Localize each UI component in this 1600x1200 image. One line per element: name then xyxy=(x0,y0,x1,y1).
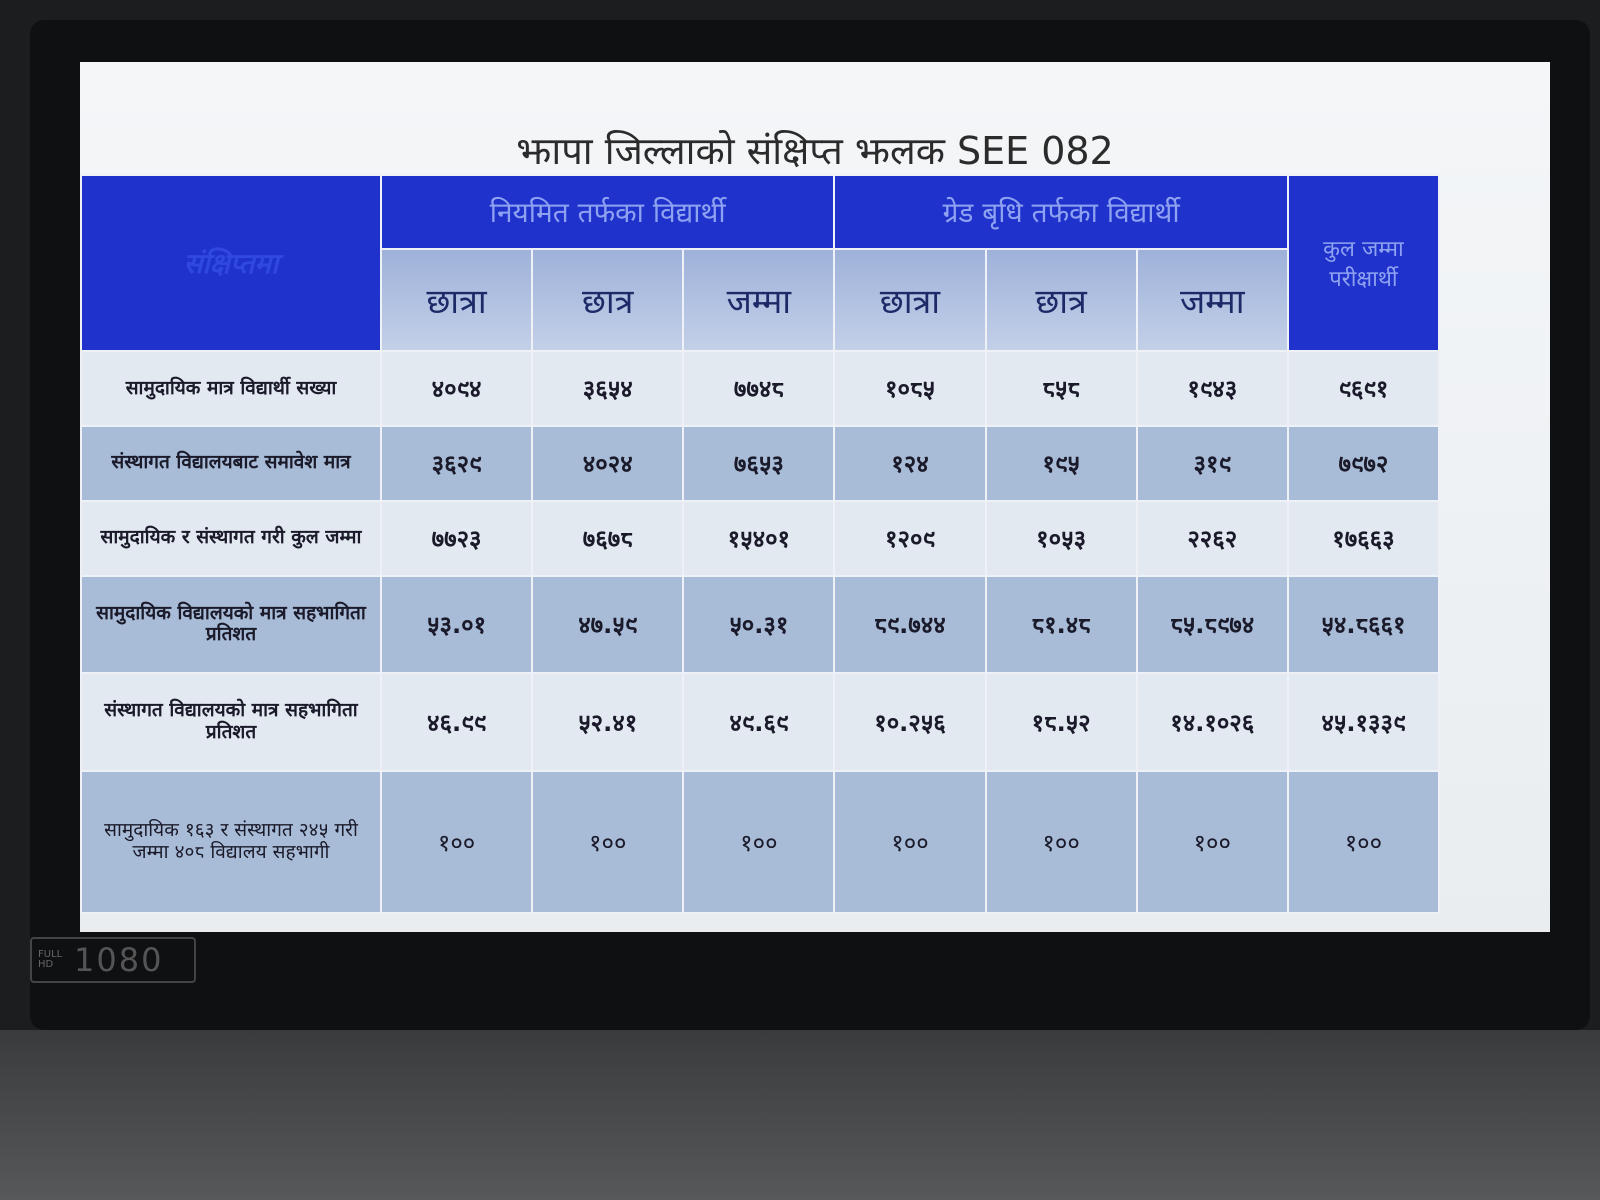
cell: १५४०१ xyxy=(682,499,836,577)
cell: ५३.०१ xyxy=(379,574,534,675)
subheader-row: छात्रा छात्र जम्मा छात्रा छात्र जम्मा xyxy=(81,248,1439,352)
cell: ७७२३ xyxy=(379,499,534,577)
cell: १२०९ xyxy=(833,499,987,577)
cell: ४०९४ xyxy=(379,350,534,427)
row-label: सामुदायिक १६३ र संस्थागत २४५ गरी जम्मा ४… xyxy=(80,770,382,914)
group-header: नियमित तर्फका विद्यार्थी xyxy=(379,174,836,250)
cell: ५४.८६६१ xyxy=(1286,574,1441,675)
cell: ८५.८९७४ xyxy=(1135,574,1289,675)
total-header: कुल जम्मा परीक्षार्थी xyxy=(1286,174,1441,352)
cell: ९६९१ xyxy=(1286,350,1441,427)
data-row: सामुदायिक मात्र विद्यार्थी सख्या ४०९४ ३६५४… xyxy=(80,350,1441,427)
cell: ४५.१३३९ xyxy=(1286,672,1441,772)
cell: १९५ xyxy=(984,424,1138,502)
cell: १०५३ xyxy=(984,499,1138,577)
data-row: सामुदायिक १६३ र संस्थागत २४५ गरी जम्मा ४… xyxy=(80,770,1441,914)
cell: १२४ xyxy=(833,424,987,502)
header-row: संक्षिप्तमा नियमित तर्फका विद्यार्थी ग्रेड… xyxy=(80,174,1441,352)
cell: ४९.६९ xyxy=(682,672,836,772)
cell: ४७.५९ xyxy=(531,574,685,675)
badge-large-text: 1080 xyxy=(74,941,164,979)
cell: ७६७८ xyxy=(531,499,685,577)
subheader: छात्रा xyxy=(379,248,534,352)
cell: १०० xyxy=(1286,770,1441,914)
cell: ८१.४८ xyxy=(984,574,1138,675)
corner-header: संक्षिप्तमा xyxy=(80,174,382,352)
row-label: सामुदायिक मात्र विद्यार्थी सख्या xyxy=(80,350,382,427)
screen: झापा जिल्लाको संक्षिप्त झलक SEE 082 संक्… xyxy=(80,62,1550,932)
row-label: संस्थागत विद्यालयको मात्र सहभागिता प्रति… xyxy=(80,672,382,772)
cell: १८.५२ xyxy=(984,672,1138,772)
subheader: जम्मा xyxy=(682,248,836,352)
cell: १०० xyxy=(1135,770,1289,914)
group-header: ग्रेड बृधि तर्फका विद्यार्थी xyxy=(833,174,1289,250)
cell: ३१९ xyxy=(1135,424,1289,502)
row-label: संस्थागत विद्यालयबाट समावेश मात्र xyxy=(80,424,382,502)
cell: १०८५ xyxy=(833,350,987,427)
cell: ४६.९९ xyxy=(379,672,534,772)
cell: १०० xyxy=(682,770,836,914)
cell: १०.२५६ xyxy=(833,672,987,772)
cell: ४०२४ xyxy=(531,424,685,502)
cell: ८९.७४४ xyxy=(833,574,987,675)
cell: १७६६३ xyxy=(1286,499,1441,577)
subheader: छात्रा xyxy=(833,248,987,352)
row-label: सामुदायिक र संस्थागत गरी कुल जम्मा xyxy=(80,499,382,577)
cell: १०० xyxy=(984,770,1138,914)
cell: ५०.३१ xyxy=(682,574,836,675)
cell: १०० xyxy=(531,770,685,914)
cell: ७७४८ xyxy=(682,350,836,427)
subheader: छात्र xyxy=(984,248,1138,352)
cell: १०० xyxy=(379,770,534,914)
cell: ३६५४ xyxy=(531,350,685,427)
summary-table: संक्षिप्तमा नियमित तर्फका विद्यार्थी ग्रेड… xyxy=(80,174,1441,914)
data-row: सामुदायिक विद्यालयको मात्र सहभागिता प्रत… xyxy=(80,574,1441,675)
cell: ७९७२ xyxy=(1286,424,1441,502)
cell: ५२.४१ xyxy=(531,672,685,772)
cell: ३६२९ xyxy=(379,424,534,502)
badge-small-text: FULL HD xyxy=(38,949,63,970)
data-row: सामुदायिक र संस्थागत गरी कुल जम्मा ७७२३ ७६… xyxy=(80,499,1441,577)
slide-title: झापा जिल्लाको संक्षिप्त झलक SEE 082 xyxy=(516,129,1114,173)
row-label: सामुदायिक विद्यालयको मात्र सहभागिता प्रत… xyxy=(80,574,382,675)
data-row: संस्थागत विद्यालयबाट समावेश मात्र ३६२९ ४०२… xyxy=(80,424,1441,502)
subheader: छात्र xyxy=(531,248,685,352)
cell: ७६५३ xyxy=(682,424,836,502)
cell: १०० xyxy=(833,770,987,914)
laptop-base xyxy=(0,1030,1600,1200)
cell: १९४३ xyxy=(1135,350,1289,427)
hd-badge: FULL HD 1080 xyxy=(30,937,196,983)
cell: ८५८ xyxy=(984,350,1138,427)
cell: १४.१०२६ xyxy=(1135,672,1289,772)
subheader: जम्मा xyxy=(1135,248,1289,352)
data-row: संस्थागत विद्यालयको मात्र सहभागिता प्रति… xyxy=(80,672,1441,772)
cell: २२६२ xyxy=(1135,499,1289,577)
